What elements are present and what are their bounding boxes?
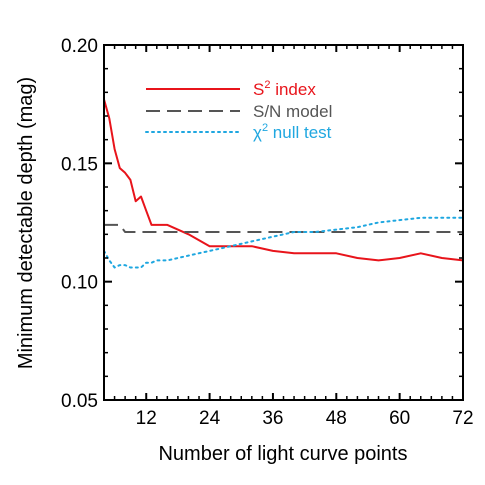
series-layer <box>103 99 464 269</box>
x-tick-label: 48 <box>326 408 347 429</box>
legend-label-0: S2 index <box>253 79 316 99</box>
x-tick-label: 36 <box>262 408 283 429</box>
x-axis-label: Number of light curve points <box>158 443 407 465</box>
y-tick-label: 0.15 <box>61 154 98 175</box>
legend-label-2: χ2 null test <box>253 122 332 142</box>
x-tick-label: 72 <box>452 408 473 429</box>
x-tick-label: 60 <box>389 408 410 429</box>
legend-label-1: S/N model <box>253 102 332 121</box>
x-tick-label: 12 <box>136 408 157 429</box>
ticks-layer: 12 24 36 48 60 72 0.05 0.10 0.15 0.20 <box>61 36 474 429</box>
y-axis-label: Minimum detectable depth (mag) <box>15 77 37 369</box>
series-line-2 <box>103 216 464 269</box>
y-tick-label: 0.10 <box>61 273 98 294</box>
x-tick-label: 24 <box>199 408 221 429</box>
y-tick-label: 0.05 <box>61 391 98 412</box>
series-line-0 <box>103 99 464 262</box>
y-tick-label: 0.20 <box>61 36 98 57</box>
series-line-1 <box>104 223 463 233</box>
